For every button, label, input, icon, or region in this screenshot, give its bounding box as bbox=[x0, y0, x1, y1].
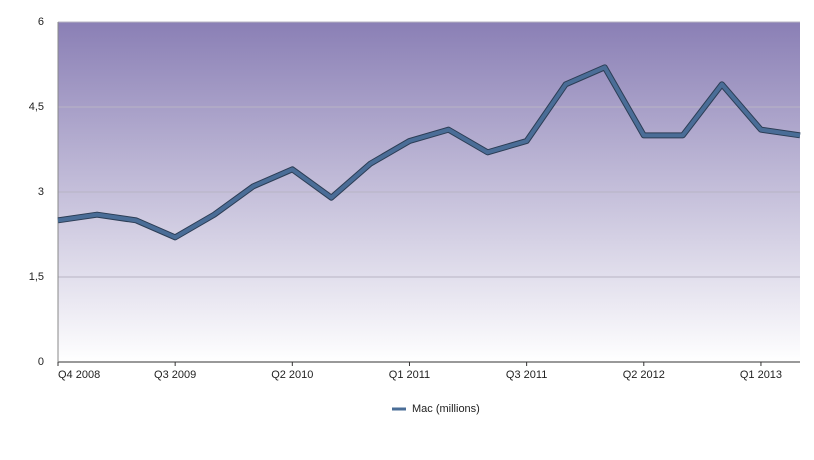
x-tick-label: Q1 2011 bbox=[389, 369, 430, 381]
y-tick-label: 0 bbox=[38, 356, 44, 368]
x-tick-label: Q3 2009 bbox=[154, 369, 196, 381]
y-tick-label: 4,5 bbox=[29, 101, 44, 113]
y-tick-label: 3 bbox=[38, 186, 44, 198]
x-tick-label: Q1 2013 bbox=[740, 369, 782, 381]
x-tick-label: Q2 2010 bbox=[271, 369, 313, 381]
x-tick-label: Q2 2012 bbox=[623, 369, 665, 381]
x-tick-label: Q4 2008 bbox=[58, 369, 100, 381]
y-tick-label: 6 bbox=[38, 16, 44, 28]
line bbox=[57, 65, 801, 240]
y-tick-label: 1,5 bbox=[29, 271, 44, 283]
x-tick-label: Q3 2011 bbox=[506, 369, 547, 381]
legend-label: Mac (millions) bbox=[412, 403, 480, 415]
